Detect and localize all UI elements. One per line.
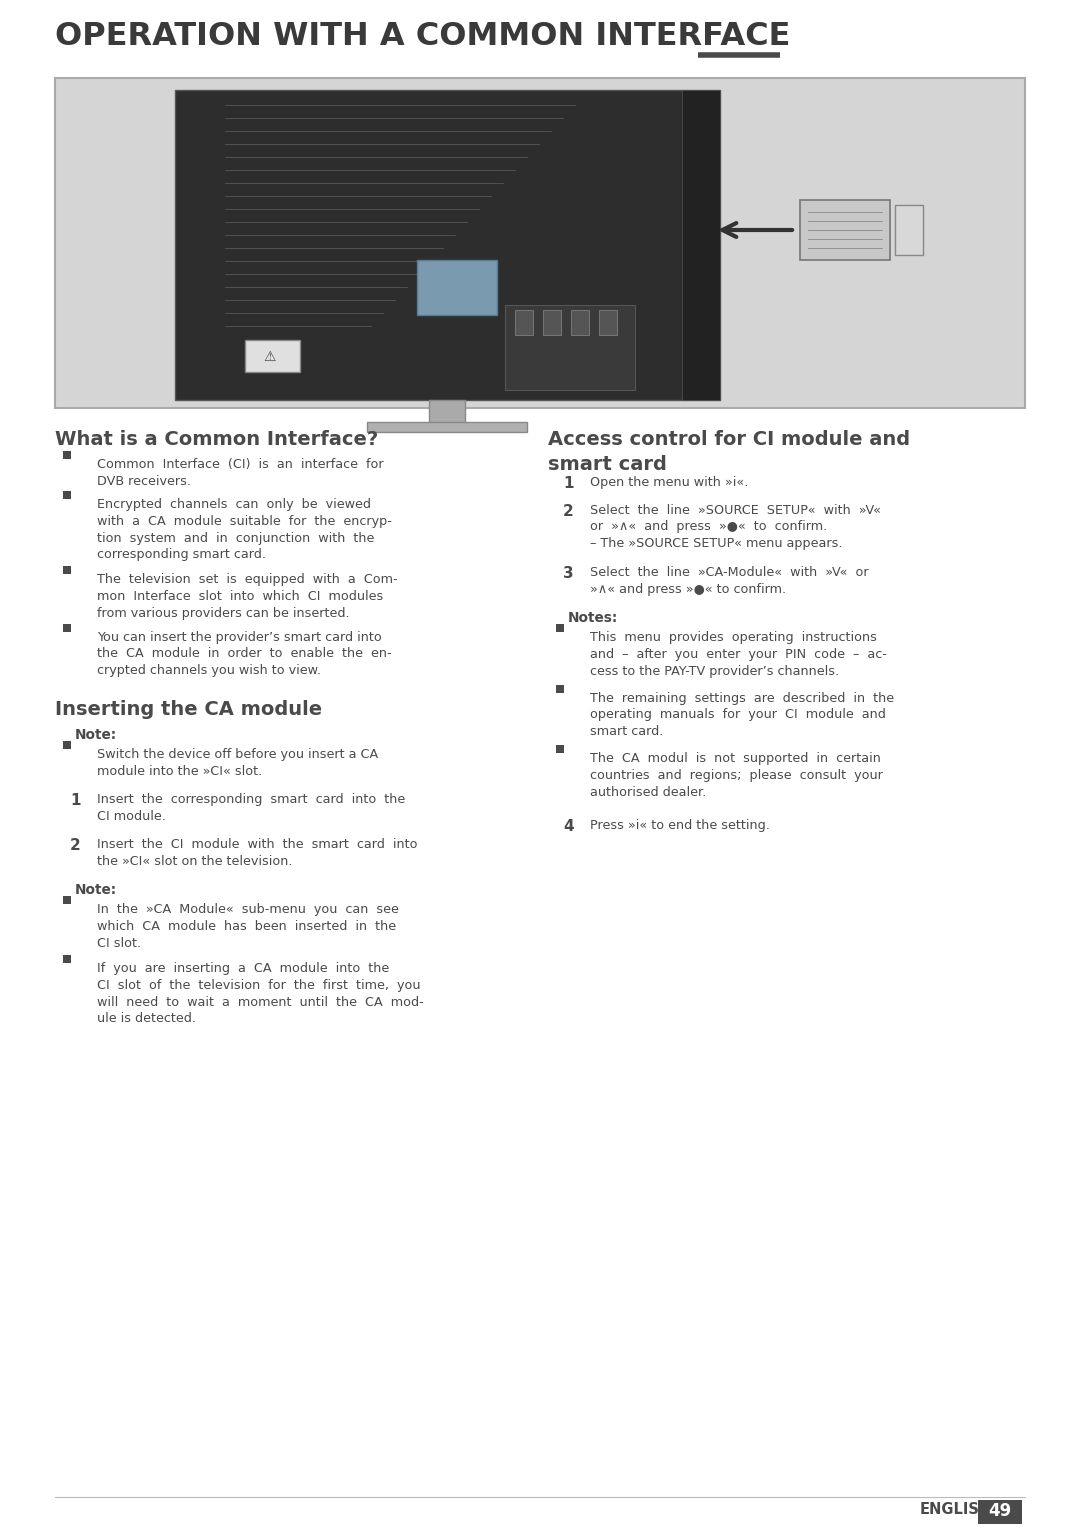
Text: OPERATION WITH A COMMON INTERFACE: OPERATION WITH A COMMON INTERFACE [55, 21, 791, 52]
Bar [245, 340, 300, 372]
Text: 2: 2 [70, 838, 81, 853]
Text: The  remaining  settings  are  described  in  the
operating  manuals  for  your : The remaining settings are described in … [590, 691, 894, 738]
Bar [556, 624, 564, 633]
Text: Switch the device off before you insert a CA
module into the »CI« slot.: Switch the device off before you insert … [97, 748, 378, 778]
Bar [63, 954, 71, 964]
Text: Inserting the CA module: Inserting the CA module [55, 700, 322, 719]
Bar [417, 260, 497, 316]
Bar [63, 450, 71, 460]
Bar [800, 201, 890, 260]
Bar [175, 90, 720, 400]
Bar [63, 492, 71, 499]
Bar [63, 741, 71, 749]
Text: 1: 1 [563, 476, 573, 490]
Text: ⚠: ⚠ [264, 349, 275, 365]
Bar [681, 90, 720, 400]
Text: Common  Interface  (CI)  is  an  interface  for
DVB receivers.: Common Interface (CI) is an interface fo… [97, 458, 383, 487]
Text: Insert  the  corresponding  smart  card  into  the
CI module.: Insert the corresponding smart card into… [97, 794, 405, 823]
Text: This  menu  provides  operating  instructions
and  –  after  you  enter  your  P: This menu provides operating instruction… [590, 631, 887, 677]
Bar [367, 421, 527, 432]
Text: Access control for CI module and
smart card: Access control for CI module and smart c… [548, 430, 910, 473]
Bar [429, 400, 465, 430]
Text: 4: 4 [563, 818, 573, 833]
Text: 1: 1 [70, 794, 81, 809]
Bar [556, 685, 564, 692]
Text: ENGLISH: ENGLISH [920, 1501, 993, 1517]
Text: What is a Common Interface?: What is a Common Interface? [55, 430, 378, 449]
Text: 2: 2 [563, 504, 573, 518]
Text: If  you  are  inserting  a  CA  module  into  the
CI  slot  of  the  television : If you are inserting a CA module into th… [97, 962, 423, 1025]
Bar [63, 896, 71, 904]
Text: The  CA  modul  is  not  supported  in  certain
countries  and  regions;  please: The CA modul is not supported in certain… [590, 752, 882, 798]
Text: Note:: Note: [75, 728, 117, 741]
Text: 49: 49 [988, 1501, 1012, 1520]
Text: Insert  the  CI  module  with  the  smart  card  into
the »CI« slot on the telev: Insert the CI module with the smart card… [97, 838, 418, 869]
Text: Note:: Note: [75, 884, 117, 898]
Bar [978, 1500, 1022, 1524]
Bar [505, 305, 635, 391]
Text: In  the  »CA  Module«  sub-menu  you  can  see
which  CA  module  has  been  ins: In the »CA Module« sub-menu you can see … [97, 904, 399, 950]
Text: Press »i« to end the setting.: Press »i« to end the setting. [590, 818, 770, 832]
Text: Open the menu with »i«.: Open the menu with »i«. [590, 476, 748, 489]
Text: Encrypted  channels  can  only  be  viewed
with  a  CA  module  suitable  for  t: Encrypted channels can only be viewed wi… [97, 498, 392, 561]
Text: 3: 3 [563, 567, 573, 581]
Text: You can insert the provider’s smart card into
the  CA  module  in  order  to  en: You can insert the provider’s smart card… [97, 631, 392, 677]
Bar [895, 205, 923, 254]
Bar [599, 309, 617, 336]
Bar [571, 309, 589, 336]
Text: The  television  set  is  equipped  with  a  Com-
mon  Interface  slot  into  wh: The television set is equipped with a Co… [97, 573, 397, 620]
Bar [556, 745, 564, 754]
Text: Notes:: Notes: [568, 611, 618, 625]
Bar [63, 624, 71, 631]
Text: Select  the  line  »SOURCE  SETUP«  with  »V«
or  »∧«  and  press  »●«  to  conf: Select the line »SOURCE SETUP« with »V« … [590, 504, 881, 550]
Bar [55, 78, 1025, 408]
Bar [543, 309, 561, 336]
Text: Select  the  line  »CA-Module«  with  »V«  or
»∧« and press »●« to confirm.: Select the line »CA-Module« with »V« or … [590, 567, 868, 596]
Bar [515, 309, 534, 336]
Bar [63, 567, 71, 574]
